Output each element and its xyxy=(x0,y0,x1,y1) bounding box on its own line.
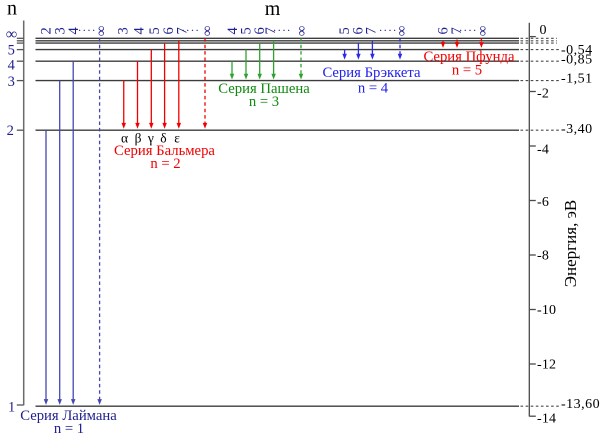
svg-text:3: 3 xyxy=(52,27,68,34)
svg-text:∞: ∞ xyxy=(394,26,410,36)
svg-text:6: 6 xyxy=(161,27,177,34)
svg-text:····: ···· xyxy=(78,23,97,37)
svg-text:7: 7 xyxy=(363,27,379,34)
svg-text:m: m xyxy=(265,0,281,20)
svg-text:-10: -10 xyxy=(537,303,556,318)
svg-text:6: 6 xyxy=(252,27,268,34)
svg-text:δ: δ xyxy=(160,130,166,145)
svg-text:∞: ∞ xyxy=(200,26,216,36)
svg-text:3: 3 xyxy=(116,27,132,34)
svg-text:3: 3 xyxy=(8,74,15,90)
svg-text:-1,51: -1,51 xyxy=(561,71,593,86)
svg-text:Серия Пашена: Серия Пашена xyxy=(218,81,310,97)
svg-text:n = 3: n = 3 xyxy=(249,94,279,110)
svg-text:-12: -12 xyxy=(537,358,556,373)
svg-text:4: 4 xyxy=(66,27,82,35)
svg-text:n = 2: n = 2 xyxy=(150,156,180,172)
svg-text:∞: ∞ xyxy=(294,26,310,36)
svg-text:2: 2 xyxy=(7,123,14,139)
svg-text:0: 0 xyxy=(540,23,547,38)
svg-text:-8: -8 xyxy=(537,249,549,264)
svg-text:7: 7 xyxy=(175,27,191,34)
svg-text:5: 5 xyxy=(147,27,163,34)
svg-text:n = 5: n = 5 xyxy=(452,63,482,79)
svg-text:-0,54: -0,54 xyxy=(561,43,593,58)
svg-text:∞: ∞ xyxy=(6,26,17,43)
svg-text:Серия Лаймана: Серия Лаймана xyxy=(20,408,117,424)
svg-text:-3,40: -3,40 xyxy=(561,122,593,137)
svg-text:4: 4 xyxy=(132,27,148,35)
svg-text:Серия Пфунда: Серия Пфунда xyxy=(423,49,515,65)
svg-text:····: ···· xyxy=(459,23,478,37)
svg-text:4: 4 xyxy=(225,27,241,35)
svg-text:4: 4 xyxy=(8,58,16,74)
svg-text:6: 6 xyxy=(350,27,366,34)
svg-text:Энергия, эВ: Энергия, эВ xyxy=(561,200,580,287)
svg-text:n: n xyxy=(7,0,17,20)
svg-text:5: 5 xyxy=(8,42,15,58)
svg-text:β: β xyxy=(135,130,142,145)
svg-text:Серия Бальмера: Серия Бальмера xyxy=(114,143,215,159)
svg-text:7: 7 xyxy=(263,27,279,34)
svg-text:Серия Брэккета: Серия Брэккета xyxy=(322,65,421,81)
svg-text:5: 5 xyxy=(238,27,254,34)
svg-text:γ: γ xyxy=(147,130,154,145)
svg-text:-6: -6 xyxy=(537,195,549,210)
svg-text:-0,85: -0,85 xyxy=(561,53,593,68)
svg-text:∞: ∞ xyxy=(475,26,491,36)
svg-text:7: 7 xyxy=(449,27,465,34)
svg-text:6: 6 xyxy=(436,27,452,34)
svg-text:n = 4: n = 4 xyxy=(358,81,389,97)
svg-text:ε: ε xyxy=(174,130,180,145)
svg-text:····: ···· xyxy=(181,23,200,37)
svg-text:-13,60: -13,60 xyxy=(561,397,600,412)
svg-text:····: ···· xyxy=(273,23,292,37)
svg-text:-14: -14 xyxy=(537,412,556,427)
svg-text:-2: -2 xyxy=(537,87,549,102)
svg-text:5: 5 xyxy=(337,27,353,34)
svg-text:α: α xyxy=(121,130,128,145)
svg-text:-4: -4 xyxy=(537,143,549,158)
svg-text:2: 2 xyxy=(39,27,55,34)
svg-text:∞: ∞ xyxy=(93,26,109,36)
svg-text:1: 1 xyxy=(8,399,15,415)
svg-text:n = 1: n = 1 xyxy=(54,421,84,437)
svg-text:····: ···· xyxy=(379,23,398,37)
